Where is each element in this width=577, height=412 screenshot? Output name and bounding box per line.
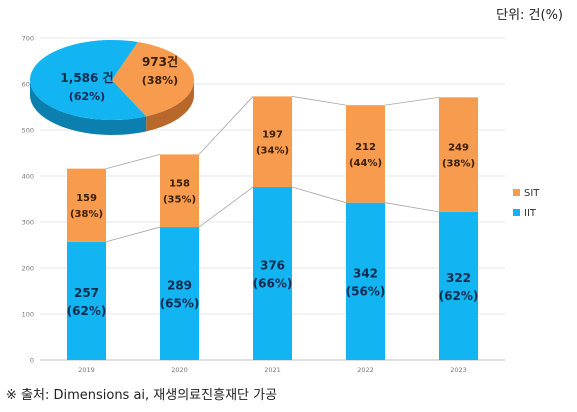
data-label-value: 289 [167, 279, 192, 293]
connector-line [198, 186, 254, 228]
bar-iit-2021 [253, 187, 292, 360]
bar-iit-2023 [439, 211, 478, 360]
legend-label-sit: SIT [524, 188, 540, 199]
data-label-percent: (62%) [67, 304, 107, 318]
data-label-value: 212 [355, 142, 376, 153]
data-labels: 257 (62%) 289 (65%) 376 (66%) 342 (56%) 322 (62%)… [67, 130, 479, 318]
bar-iit-2019 [67, 241, 106, 360]
x-tick-label: 2020 [171, 366, 188, 374]
connector-line [105, 153, 161, 170]
data-label-percent: (38%) [70, 209, 103, 220]
pie-side-iit [30, 80, 147, 135]
data-label-percent: (56%) [346, 284, 386, 298]
source-note: ※ 출처: Dimensions ai, 재생의료진흥재단 가공 [6, 388, 278, 403]
x-tick-label: 2019 [78, 366, 95, 374]
connector-line [384, 202, 440, 213]
legend-label-iit: IIT [524, 208, 537, 219]
connector-line [291, 96, 347, 106]
x-tick-label: 2021 [264, 366, 281, 374]
pie-slice-iit [29, 39, 147, 121]
data-label-percent: (66%) [253, 277, 293, 291]
data-label-value: 249 [448, 143, 469, 154]
bar-sit-2023 [439, 97, 478, 212]
legend-swatch-sit [513, 189, 520, 196]
y-tick-label: 300 [22, 219, 34, 227]
connector-line [291, 186, 347, 204]
data-label-value: 342 [353, 266, 378, 280]
bar-iit-2020 [160, 227, 199, 360]
stacked-bar-chart: 0 100 200 300 400 500 600 700 2019 2020 2021 2022 20… [22, 35, 541, 375]
connector-line [384, 96, 440, 106]
y-tick-label: 600 [22, 81, 34, 89]
y-tick-label: 200 [22, 265, 34, 273]
data-label-percent: (62%) [439, 289, 479, 303]
axes: 0 100 200 300 400 500 600 700 2019 2020 2021 2022 20… [22, 35, 467, 375]
bar-sit-2021 [253, 96, 292, 188]
data-label-value: 322 [446, 271, 471, 285]
x-tick-label: 2022 [357, 366, 374, 374]
data-label-value: 158 [169, 179, 190, 190]
y-tick-label: 700 [22, 35, 34, 43]
pie-label-sit-percent: (38%) [142, 74, 178, 87]
pie-side-sit [146, 80, 194, 132]
data-label-value: 376 [260, 259, 285, 273]
unit-label: 단위: 건(%) [496, 8, 563, 23]
bar-sit-2022 [346, 105, 385, 203]
data-label-value: 159 [76, 193, 97, 204]
x-tick-label: 2023 [450, 366, 467, 374]
data-label-percent: (38%) [442, 159, 475, 170]
data-label-percent: (35%) [163, 195, 196, 206]
pie-label-iit-percent: (62%) [69, 90, 105, 103]
pie-chart: 1,586 건 (62%) 973건 (38%) [29, 39, 194, 135]
pie-slice-sit [112, 42, 194, 117]
bars [67, 96, 478, 360]
data-label-percent: (34%) [256, 146, 289, 157]
y-tick-label: 400 [22, 173, 34, 181]
y-tick-label: 0 [30, 357, 34, 365]
connector-line [105, 226, 161, 243]
pie-label-sit-value: 973건 [142, 54, 178, 69]
legend-swatch-iit [513, 209, 520, 216]
connector-lines [105, 96, 440, 243]
y-tick-label: 500 [22, 127, 34, 135]
pie-label-iit-value: 1,586 건 [60, 70, 113, 85]
bar-sit-2020 [160, 154, 199, 228]
connector-line [198, 96, 254, 155]
bar-iit-2022 [346, 202, 385, 360]
data-label-value: 257 [74, 286, 99, 300]
y-tick-label: 100 [22, 311, 34, 319]
data-label-percent: (44%) [349, 158, 382, 169]
legend: SIT IIT [513, 188, 540, 219]
data-label-percent: (65%) [160, 297, 200, 311]
bar-sit-2019 [67, 168, 106, 242]
data-label-value: 197 [262, 130, 283, 141]
